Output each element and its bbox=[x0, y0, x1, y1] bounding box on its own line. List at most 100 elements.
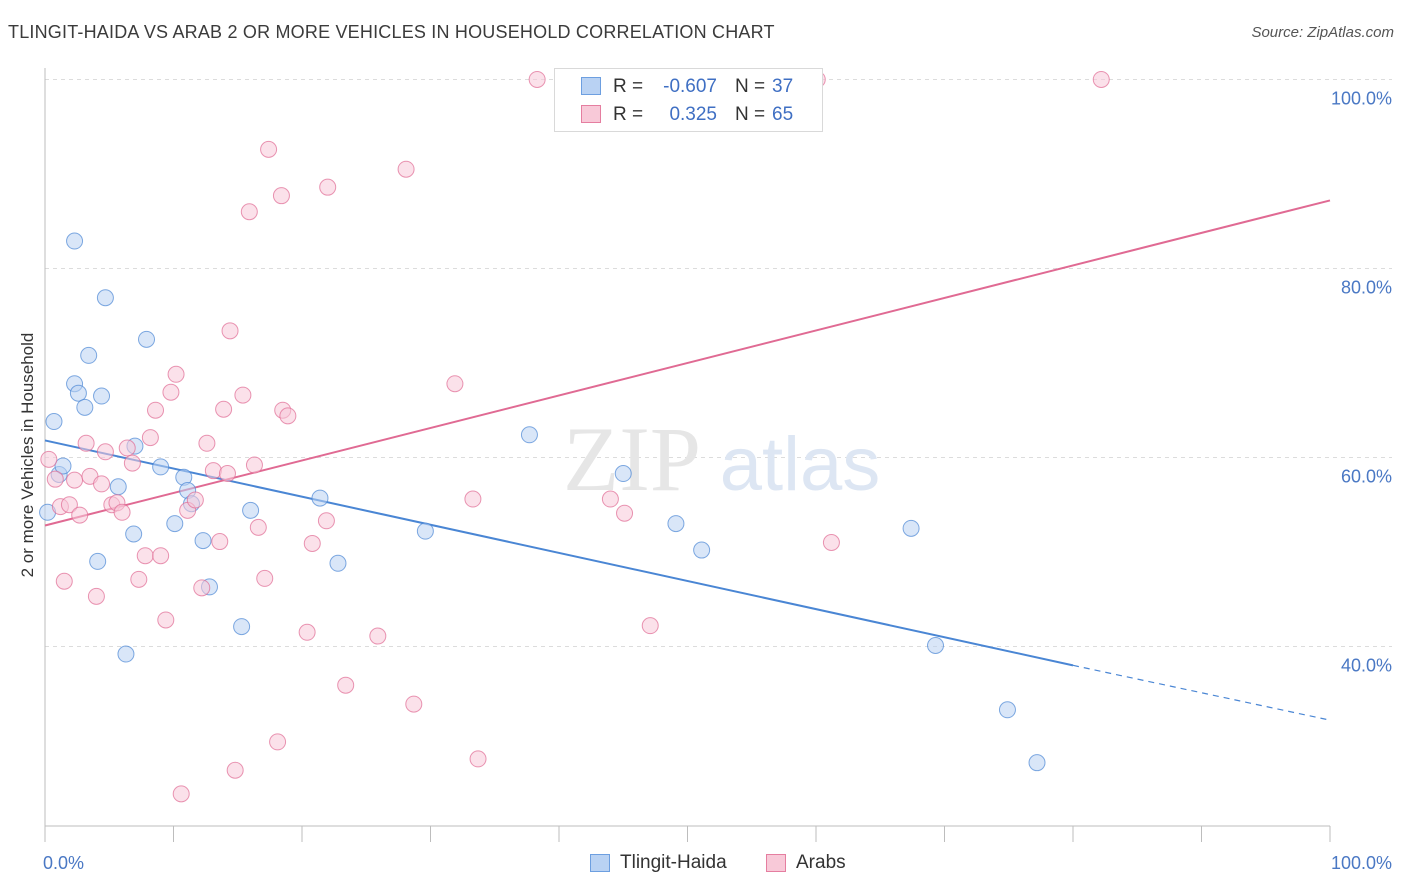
data-point bbox=[303, 534, 321, 552]
data-point bbox=[211, 533, 229, 551]
data-point bbox=[405, 695, 423, 713]
data-point bbox=[60, 496, 78, 514]
data-point bbox=[117, 645, 135, 663]
data-point bbox=[54, 457, 72, 475]
data-point bbox=[141, 429, 159, 447]
legend-r-label: R = bbox=[613, 76, 644, 97]
data-point bbox=[319, 178, 337, 196]
data-point bbox=[138, 330, 156, 348]
legend-n-label: N = bbox=[735, 76, 766, 97]
gridlines bbox=[45, 78, 1392, 647]
data-point bbox=[528, 70, 546, 88]
data-point bbox=[369, 627, 387, 645]
legend-r-value: -0.607 bbox=[663, 76, 717, 97]
data-point bbox=[641, 617, 659, 635]
y-tick-label: 80.0% bbox=[1341, 277, 1392, 297]
data-point bbox=[109, 478, 127, 496]
data-point bbox=[130, 570, 148, 588]
legend-row-arabs: R = 0.325 N = 65 bbox=[555, 101, 822, 129]
data-point bbox=[416, 522, 434, 540]
data-point bbox=[69, 384, 87, 402]
data-point bbox=[96, 289, 114, 307]
data-point bbox=[157, 611, 175, 629]
data-point bbox=[215, 400, 233, 418]
data-point bbox=[1092, 70, 1110, 88]
data-point bbox=[45, 413, 63, 431]
data-point bbox=[204, 462, 222, 480]
data-point bbox=[601, 490, 619, 508]
tick-labels: 40.0% 60.0% 80.0% 100.0% 0.0% 100.0% bbox=[43, 88, 1392, 873]
data-point bbox=[397, 160, 415, 178]
y-tick-label: 60.0% bbox=[1341, 466, 1392, 486]
data-point bbox=[269, 733, 287, 751]
data-point bbox=[172, 785, 190, 803]
data-point bbox=[337, 676, 355, 694]
x-tick-label: 0.0% bbox=[43, 853, 84, 873]
data-point bbox=[96, 443, 114, 461]
data-point bbox=[693, 541, 711, 559]
data-point bbox=[71, 506, 89, 524]
data-point bbox=[469, 750, 487, 768]
data-point bbox=[822, 534, 840, 551]
legend-r-value: 0.325 bbox=[669, 104, 717, 125]
series-arabs bbox=[40, 70, 1110, 803]
data-point bbox=[113, 503, 131, 521]
data-point bbox=[76, 398, 94, 416]
source-label: Source: ZipAtlas.com bbox=[1251, 24, 1394, 41]
data-point bbox=[218, 465, 236, 483]
legend-n-label: N = bbox=[735, 104, 766, 125]
data-point bbox=[125, 525, 143, 543]
data-point bbox=[240, 203, 258, 221]
data-point bbox=[317, 512, 335, 530]
legend-n-value: 37 bbox=[772, 76, 794, 97]
data-point bbox=[152, 458, 170, 476]
chart-title: TLINGIT-HAIDA VS ARAB 2 OR MORE VEHICLES… bbox=[8, 22, 775, 42]
legend-label-arabs: Arabs bbox=[796, 852, 846, 873]
data-point bbox=[298, 623, 316, 641]
stats-legend: R = -0.607 N = 37 R = 0.325 N = 65 bbox=[554, 68, 823, 132]
data-point bbox=[93, 475, 111, 493]
legend-row-tlingit-haida: R = -0.607 N = 37 bbox=[555, 73, 822, 101]
axes bbox=[44, 68, 1331, 842]
legend-swatch-tlingit-haida bbox=[590, 854, 610, 872]
data-point bbox=[1028, 754, 1046, 772]
data-point bbox=[242, 501, 260, 519]
data-point bbox=[162, 383, 180, 401]
data-point bbox=[93, 387, 111, 405]
data-point bbox=[520, 426, 538, 444]
data-point bbox=[167, 365, 185, 383]
data-point bbox=[245, 456, 263, 474]
data-point bbox=[80, 346, 98, 364]
legend-swatch-arabs bbox=[581, 105, 601, 123]
data-point bbox=[249, 518, 267, 536]
data-point bbox=[311, 489, 329, 507]
legend-n-value: 65 bbox=[772, 104, 794, 125]
data-point bbox=[279, 407, 297, 425]
data-point bbox=[166, 515, 184, 533]
watermark: ZIP atlas bbox=[563, 408, 880, 510]
data-point bbox=[226, 761, 244, 779]
data-point bbox=[46, 470, 64, 488]
data-point bbox=[193, 579, 211, 597]
legend-swatch-tlingit-haida bbox=[581, 77, 601, 95]
data-point bbox=[614, 465, 632, 483]
data-point bbox=[667, 515, 685, 533]
data-point bbox=[272, 187, 290, 205]
data-point bbox=[136, 547, 154, 565]
data-point bbox=[147, 401, 165, 419]
data-point bbox=[902, 519, 920, 537]
data-point bbox=[66, 232, 84, 250]
data-point bbox=[998, 701, 1016, 719]
data-point bbox=[446, 375, 464, 393]
data-point bbox=[260, 140, 278, 158]
watermark-atlas: atlas bbox=[720, 422, 881, 507]
data-point bbox=[234, 386, 252, 404]
y-tick-label: 100.0% bbox=[1331, 88, 1392, 108]
y-tick-label: 40.0% bbox=[1341, 655, 1392, 675]
legend-r-label: R = bbox=[613, 104, 644, 125]
data-point bbox=[233, 618, 251, 636]
data-point bbox=[927, 637, 945, 655]
data-point bbox=[464, 490, 482, 508]
data-point bbox=[186, 491, 204, 509]
